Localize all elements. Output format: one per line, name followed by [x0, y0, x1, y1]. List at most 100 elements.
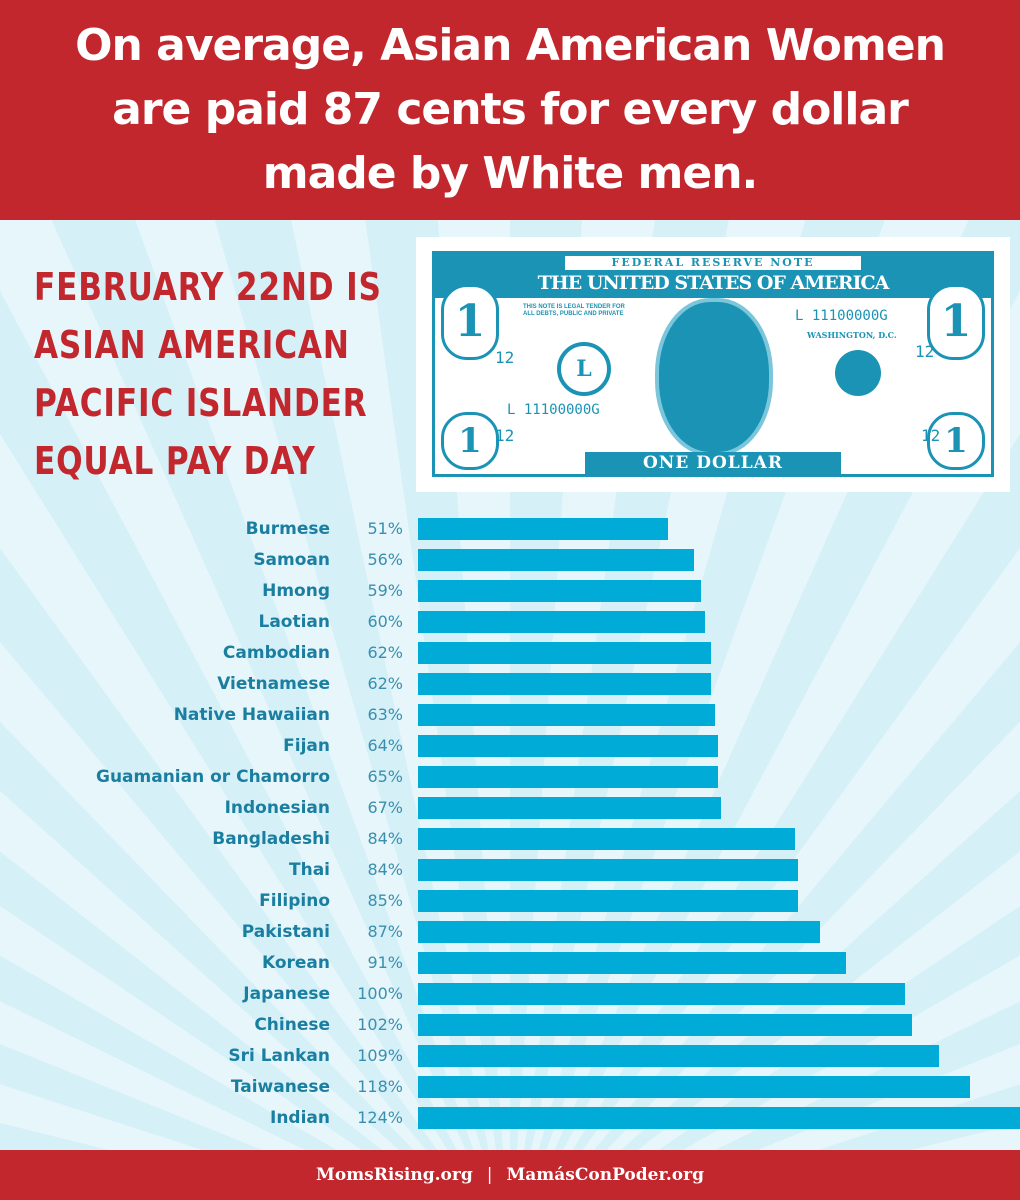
- bill-plate-number: 12: [915, 342, 935, 361]
- chart-row: Indian 124%: [0, 1107, 1020, 1129]
- value-label: 51%: [367, 519, 403, 538]
- value-label: 64%: [367, 736, 403, 755]
- category-label: Samoan: [253, 550, 330, 570]
- bar: [418, 890, 798, 912]
- category-label: Cambodian: [222, 643, 330, 663]
- category-label: Burmese: [245, 519, 330, 539]
- bar: [418, 921, 820, 943]
- category-label: Thai: [289, 860, 330, 880]
- chart-row: Bangladeshi 84%: [0, 828, 1020, 850]
- bar: [418, 549, 694, 571]
- equal-pay-day-headline: FEBRUARY 22ND IS ASIAN AMERICAN PACIFIC …: [34, 258, 382, 490]
- bar: [418, 580, 701, 602]
- bar: [418, 1014, 912, 1036]
- headline-line-1: FEBRUARY 22ND IS: [34, 265, 382, 309]
- header-banner: On average, Asian American Women are pai…: [0, 0, 1020, 220]
- chart-row: Fijan 64%: [0, 735, 1020, 757]
- bill-federal-reserve-note: FEDERAL RESERVE NOTE: [565, 256, 861, 270]
- category-label: Indonesian: [224, 798, 330, 818]
- value-label: 87%: [367, 922, 403, 941]
- value-label: 56%: [367, 550, 403, 569]
- chart-row: Cambodian 62%: [0, 642, 1020, 664]
- chart-row: Native Hawaiian 63%: [0, 704, 1020, 726]
- washington-portrait-icon: [655, 298, 773, 456]
- chart-row: Taiwanese 118%: [0, 1076, 1020, 1098]
- chart-row: Chinese 102%: [0, 1014, 1020, 1036]
- bar: [418, 518, 668, 540]
- bar: [418, 1107, 1020, 1129]
- bar: [418, 828, 795, 850]
- value-label: 67%: [367, 798, 403, 817]
- category-label: Korean: [261, 953, 330, 973]
- momsrising-link[interactable]: MomsRising.org: [316, 1165, 473, 1185]
- chart-row: Hmong 59%: [0, 580, 1020, 602]
- bill-serial-number: L 11100000G: [507, 402, 600, 418]
- bill-corner-one-icon: 1: [927, 284, 985, 360]
- chart-row: Pakistani 87%: [0, 921, 1020, 943]
- category-label: Sri Lankan: [228, 1046, 330, 1066]
- bill-corner-one-icon: 1: [927, 412, 985, 470]
- category-label: Taiwanese: [230, 1077, 330, 1097]
- chart-row: Vietnamese 62%: [0, 673, 1020, 695]
- chart-row: Indonesian 67%: [0, 797, 1020, 819]
- bill-corner-one-icon: 1: [441, 284, 499, 360]
- bar: [418, 611, 705, 633]
- category-label: Japanese: [243, 984, 330, 1004]
- category-label: Fijan: [283, 736, 330, 756]
- value-label: 85%: [367, 891, 403, 910]
- bill-plate-number: 12: [495, 348, 515, 367]
- bill-one-dollar-band: ONE DOLLAR: [585, 452, 841, 474]
- federal-reserve-seal-icon: L: [557, 342, 611, 396]
- bar: [418, 859, 798, 881]
- category-label: Pakistani: [241, 922, 330, 942]
- bar: [418, 983, 905, 1005]
- value-label: 59%: [367, 581, 403, 600]
- bar: [418, 766, 718, 788]
- category-label: Guamanian or Chamorro: [95, 767, 330, 787]
- bill-plate-number: 12: [495, 426, 515, 445]
- value-label: 63%: [367, 705, 403, 724]
- footer-banner: MomsRising.org | MamásConPoder.org: [0, 1150, 1020, 1200]
- bar: [418, 797, 721, 819]
- value-label: 62%: [367, 643, 403, 662]
- bar: [418, 642, 711, 664]
- dollar-bill-image: FEDERAL RESERVE NOTE THE UNITED STATES O…: [416, 237, 1010, 492]
- category-label: Laotian: [258, 612, 330, 632]
- category-label: Bangladeshi: [212, 829, 330, 849]
- header-line-3: made by White men.: [262, 148, 759, 199]
- headline-line-3: PACIFIC ISLANDER: [34, 381, 368, 425]
- category-label: Chinese: [254, 1015, 330, 1035]
- bar: [418, 735, 718, 757]
- bar: [418, 952, 846, 974]
- category-label: Indian: [270, 1108, 330, 1128]
- bar: [418, 673, 711, 695]
- chart-row: Samoan 56%: [0, 549, 1020, 571]
- chart-row: Laotian 60%: [0, 611, 1020, 633]
- bill-title: THE UNITED STATES OF AMERICA: [537, 272, 890, 294]
- header-line-2: are paid 87 cents for every dollar: [112, 84, 909, 135]
- bar: [418, 704, 715, 726]
- value-label: 124%: [357, 1108, 403, 1127]
- treasury-seal-icon: [835, 350, 881, 396]
- bill-plate-number: 12: [921, 426, 941, 445]
- mamasconpoder-link[interactable]: MamásConPoder.org: [506, 1165, 704, 1185]
- category-label: Filipino: [259, 891, 330, 911]
- header-line-1: On average, Asian American Women: [75, 20, 946, 71]
- bill-legal-tender-text: THIS NOTE IS LEGAL TENDER FOR ALL DEBTS,…: [523, 304, 625, 317]
- category-label: Native Hawaiian: [173, 705, 330, 725]
- footer-separator: |: [486, 1165, 493, 1185]
- value-label: 62%: [367, 674, 403, 693]
- chart-row: Filipino 85%: [0, 890, 1020, 912]
- value-label: 102%: [357, 1015, 403, 1034]
- value-label: 91%: [367, 953, 403, 972]
- headline-line-4: EQUAL PAY DAY: [34, 439, 316, 483]
- category-label: Vietnamese: [217, 674, 330, 694]
- value-label: 84%: [367, 860, 403, 879]
- chart-row: Guamanian or Chamorro 65%: [0, 766, 1020, 788]
- chart-row: Japanese 100%: [0, 983, 1020, 1005]
- chart-row: Sri Lankan 109%: [0, 1045, 1020, 1067]
- category-label: Hmong: [262, 581, 330, 601]
- chart-row: Thai 84%: [0, 859, 1020, 881]
- chart-row: Burmese 51%: [0, 518, 1020, 540]
- value-label: 100%: [357, 984, 403, 1003]
